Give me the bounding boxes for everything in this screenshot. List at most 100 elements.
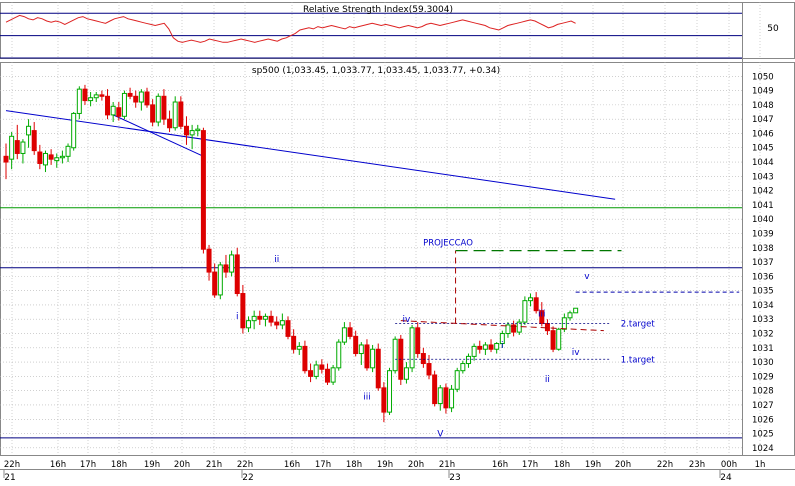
candle-body [387,370,393,413]
candle-body [172,101,178,129]
candle-body [488,344,494,350]
candle-body [3,155,9,163]
x-tick-label: 18h [111,460,127,470]
candle-body [121,92,127,117]
candle-body [9,135,15,160]
candle-body [195,128,201,132]
candle-body [285,320,291,337]
candle-body [279,320,285,326]
candle-body [353,335,359,355]
candle-body [291,335,297,350]
y-tick-label: 1041 [752,201,774,211]
candle-body [251,315,257,322]
candle-body [539,310,545,325]
candle-body [330,367,336,383]
candle-body [99,94,105,97]
y-tick-label: 1050 [752,72,774,82]
price-panel-title: sp500 (1,033.45, 1,033.77, 1,033.45, 1,0… [252,66,500,76]
candle-body [127,92,133,97]
candle-body [375,348,381,389]
x-date-label: 22 [242,473,253,482]
candle-body [110,105,116,116]
candle-body [71,112,77,149]
x-tick-label: 17h [315,460,331,470]
y-tick-label: 1029 [752,372,774,382]
x-tick-label: 17h [80,460,96,470]
candle-body [364,344,370,369]
candle-body [82,88,88,102]
x-tick-label: 16h [492,460,508,470]
candle-body [167,118,173,129]
x-tick-label: 20h [174,460,190,470]
projection-label: PROJECCAO [423,239,473,249]
candle-body [183,125,189,136]
x-tick-label: 18h [346,460,362,470]
y-tick-label: 1047 [752,115,774,125]
candle-body [178,101,184,127]
candle-body [268,315,274,323]
candle-body [358,344,364,355]
x-tick-label: 21h [439,460,455,470]
candle-body [522,300,528,323]
candle-body [409,327,415,369]
candle-body [37,151,43,164]
candle-body [392,338,398,372]
candle-body [48,154,54,160]
candle-body [105,95,111,116]
candle-body [324,368,330,383]
candle-body [443,387,449,409]
candle-body [341,327,347,343]
candle-body [499,333,505,345]
x-tick-label: 22h [657,460,673,470]
y-tick-label: 1031 [752,344,774,354]
candle-body [116,107,122,117]
trend-line [5,110,616,200]
y-tick-label: 1025 [752,430,774,440]
candle-body [302,345,308,372]
x-tick-label: 20h [408,460,424,470]
candle-body [217,264,223,296]
x-tick-label: 19h [585,460,601,470]
candle-body [511,324,517,333]
red-dashed-channel [400,320,604,332]
x-tick-label: 16h [284,460,300,470]
candle-body [155,95,161,123]
candle-body [544,323,550,332]
candle-body [144,91,150,106]
x-tick-label: 19h [144,460,160,470]
trend-line [112,114,204,157]
y-tick-label: 1044 [752,158,774,168]
candle-body [420,353,426,365]
candle-body [482,344,488,350]
rsi-line [5,14,576,43]
candle-body [336,341,342,369]
candle-body [460,363,466,372]
x-tick-label: 17h [522,460,538,470]
candle-body [59,155,65,159]
candle-body [477,345,483,350]
target-label: 1.target [621,355,656,365]
candle-body [550,330,556,350]
y-tick-label: 1046 [752,129,774,139]
wave-label: ii [274,255,279,265]
x-tick-label: 18h [554,460,570,470]
y-tick-label: 1038 [752,244,774,254]
y-tick-label: 1026 [752,415,774,425]
candle-body [449,388,455,409]
candle-body [150,104,156,123]
y-tick-label: 1037 [752,258,774,268]
candle-body [138,91,144,103]
x-tick-label: 21h [206,460,222,470]
candle-body [14,140,20,154]
y-tick-label: 1042 [752,187,774,197]
candle-body [31,130,37,152]
wave-label: iv [403,315,412,325]
x-tick-label: 16h [50,460,66,470]
candle-body [454,370,460,390]
candle-body [212,271,218,296]
candle-body [42,152,48,166]
wave-label: iii [363,392,371,402]
candle-body [234,254,240,295]
